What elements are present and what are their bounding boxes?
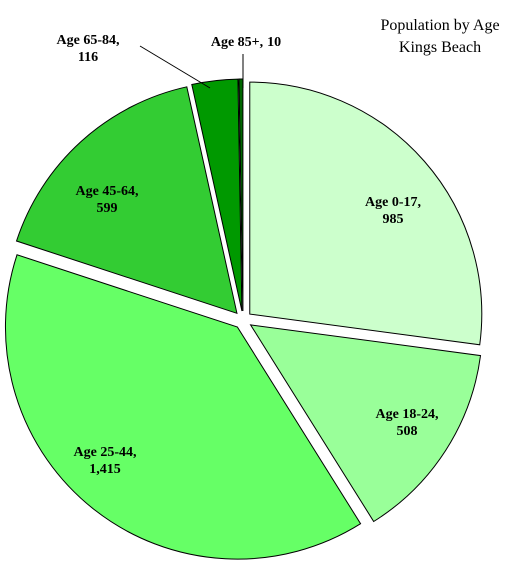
data-label: Age 25-44, 1,415	[74, 445, 137, 477]
label-value: 10	[267, 35, 281, 50]
pie-slice	[191, 78, 243, 312]
pie-slice	[249, 324, 482, 523]
data-label: Age 0-17, 985	[365, 195, 421, 227]
label-category: Age 65-84,	[57, 33, 120, 48]
pie-slice	[15, 86, 238, 315]
label-value: 985	[383, 212, 404, 227]
label-value: 1,415	[89, 462, 121, 477]
data-label: Age 45-64, 599	[76, 184, 139, 216]
label-category: Age 18-24,	[376, 407, 439, 422]
label-value: 599	[97, 201, 118, 216]
pie-slice	[4, 254, 362, 560]
pie-slice	[249, 81, 483, 346]
leader-line	[139, 45, 211, 89]
label-value: 116	[78, 50, 98, 65]
chart-title: Population by Age	[380, 17, 499, 34]
label-value: 508	[397, 424, 418, 439]
data-label: Age 18-24, 508	[376, 407, 439, 439]
data-label: Age 85+, 10	[211, 35, 281, 50]
label-category: Age 45-64,	[76, 184, 139, 199]
data-label: Age 65-84, 116	[57, 33, 120, 65]
chart-subtitle: Kings Beach	[399, 39, 481, 56]
label-category: Age 85+,	[211, 35, 263, 50]
label-category: Age 0-17,	[365, 195, 421, 210]
label-category: Age 25-44,	[74, 445, 137, 460]
